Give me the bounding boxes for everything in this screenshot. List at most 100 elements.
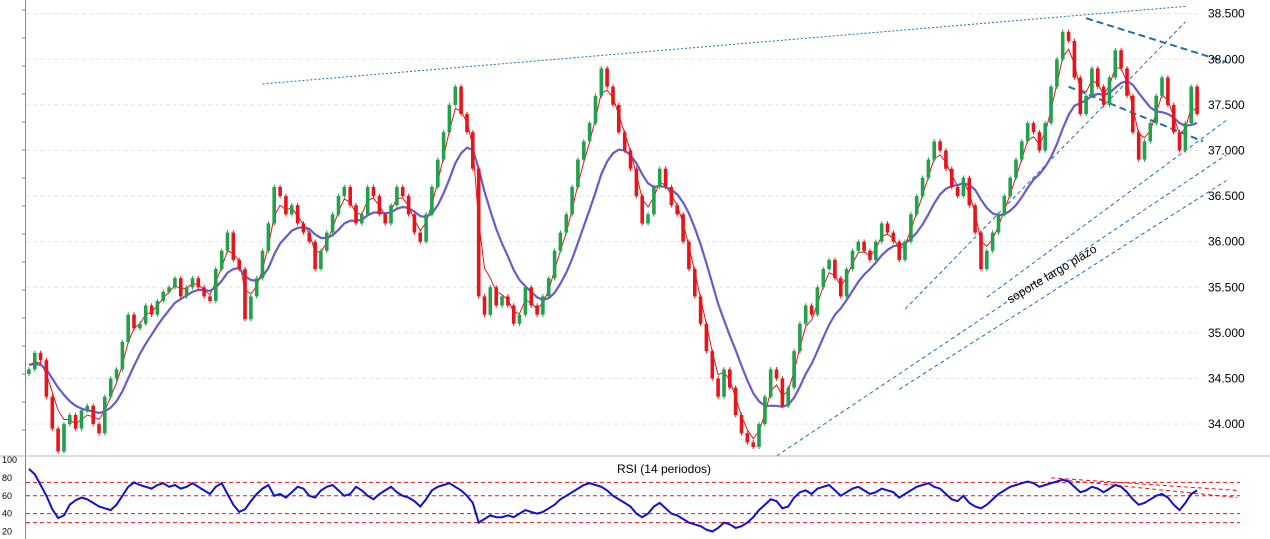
candle-body xyxy=(365,187,370,215)
candle-body xyxy=(605,68,609,87)
candle-body xyxy=(68,415,72,425)
price-tick-label: 34.000 xyxy=(1208,417,1245,431)
candle-body xyxy=(103,396,107,434)
candle-body xyxy=(336,196,341,215)
candle-body xyxy=(494,287,498,306)
rsi-y-axis: 20 40 60 80 100 xyxy=(2,455,17,537)
candle-body xyxy=(868,250,872,260)
candle-body xyxy=(412,214,417,233)
candle-body xyxy=(780,378,785,406)
candle-body xyxy=(441,132,446,160)
candle-body xyxy=(885,223,890,233)
candle-body xyxy=(120,342,125,370)
candle-body xyxy=(535,305,539,315)
slow-moving-average-line xyxy=(28,80,1198,415)
candle-body xyxy=(850,250,855,269)
candle-body xyxy=(85,405,90,411)
support-annotation: soporte largo plazo xyxy=(1005,242,1100,307)
candle-body xyxy=(1101,86,1106,105)
candle-body xyxy=(56,428,60,452)
candle-body xyxy=(1171,104,1176,133)
candle-body xyxy=(1002,196,1007,215)
candle-body xyxy=(430,187,434,215)
fast-moving-average-line xyxy=(28,48,1198,440)
candle-body xyxy=(459,86,463,114)
candle-body xyxy=(219,250,224,269)
candle-body xyxy=(1183,123,1188,151)
candle-body xyxy=(1014,159,1018,178)
candle-body xyxy=(132,314,136,329)
rsi-line xyxy=(28,468,1198,533)
candle-body xyxy=(950,168,954,187)
candle-body xyxy=(938,141,942,151)
candle-body xyxy=(821,269,826,288)
candle-body xyxy=(593,95,598,124)
candle-body xyxy=(558,232,563,251)
candle-body xyxy=(657,168,662,187)
candle-body xyxy=(231,232,236,260)
candle-body xyxy=(710,351,715,379)
rsi-tick-label: 20 xyxy=(2,527,12,537)
candle-body xyxy=(424,214,428,242)
candle-body xyxy=(453,86,458,105)
candle-body xyxy=(237,259,241,269)
candle-body xyxy=(395,187,399,206)
candle-body xyxy=(342,187,347,197)
candle-body xyxy=(523,287,528,315)
candle-body xyxy=(44,360,49,397)
candle-body xyxy=(1031,123,1036,133)
rsi-series xyxy=(28,468,1198,533)
candle-body xyxy=(611,86,615,105)
rsi-tick-label: 80 xyxy=(2,473,12,483)
candle-body xyxy=(354,205,358,224)
candle-body xyxy=(914,196,919,215)
candle-body xyxy=(1107,77,1112,105)
candle-body xyxy=(733,387,738,415)
price-gridlines xyxy=(26,13,1203,425)
rsi-tick-label: 100 xyxy=(2,455,17,465)
rsi-tick-label: 60 xyxy=(2,491,12,501)
candle-body xyxy=(757,424,761,447)
candle-body xyxy=(698,296,703,324)
candle-body xyxy=(552,250,557,279)
candle-body xyxy=(371,187,376,197)
candle-body xyxy=(488,287,493,315)
candle-body xyxy=(990,232,995,251)
candle-body xyxy=(313,241,317,270)
candle-body xyxy=(254,278,259,297)
price-y-axis: 34.000 34.500 35.000 35.500 36.000 36.500 37.0… xyxy=(22,0,1245,539)
candle-body xyxy=(272,187,276,224)
candle-body xyxy=(436,159,440,187)
candle-body xyxy=(891,232,896,242)
candle-body xyxy=(418,232,422,242)
candle-body xyxy=(301,223,306,233)
candle-body xyxy=(739,415,744,434)
candle-body xyxy=(774,369,779,379)
candle-body xyxy=(1136,132,1141,160)
candle-body xyxy=(786,387,790,406)
candle-body xyxy=(546,278,551,297)
candle-body xyxy=(897,241,901,260)
candle-body xyxy=(517,314,522,324)
candle-body xyxy=(149,305,154,315)
candle-body xyxy=(1166,77,1170,105)
candle-body xyxy=(1154,95,1158,124)
price-tick-label: 37.500 xyxy=(1208,98,1245,112)
candle-body xyxy=(91,405,95,424)
candle-body xyxy=(628,150,633,169)
candle-body xyxy=(1148,123,1153,142)
candle-body xyxy=(687,241,691,270)
candle-body xyxy=(634,168,639,197)
candle-body xyxy=(307,232,312,242)
candle-body xyxy=(920,177,925,196)
trendlines xyxy=(262,5,1227,457)
candle-body xyxy=(196,278,201,288)
candle-body xyxy=(815,287,820,315)
candle-body xyxy=(1084,95,1088,114)
candle-body xyxy=(400,187,405,197)
trendline xyxy=(262,5,1186,85)
candle-body xyxy=(1160,77,1164,96)
candle-body xyxy=(763,396,767,425)
candle-body xyxy=(1090,68,1094,96)
